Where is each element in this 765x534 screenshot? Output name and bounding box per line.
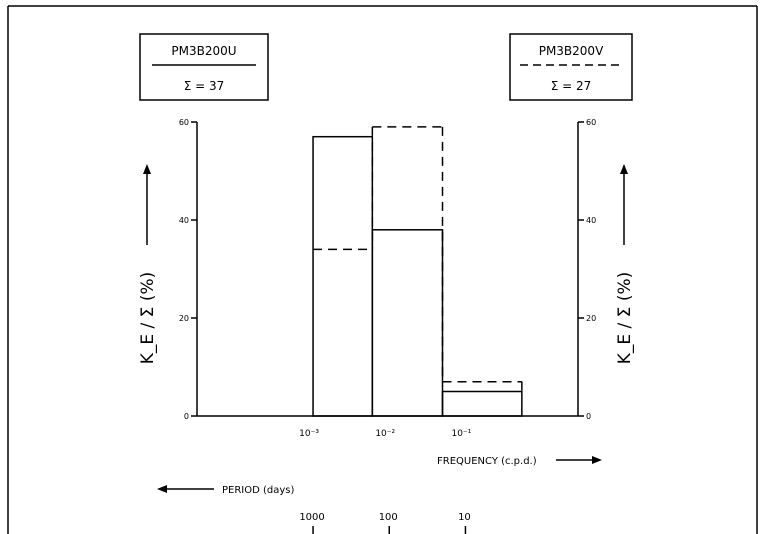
legend-dashed-box: PM3B200V Σ = 27 [509, 33, 633, 101]
period-tick-label: 10 [458, 512, 471, 523]
y-tick-right-label: 40 [586, 216, 596, 225]
y-axis-label-left: K_E / Σ (%) [138, 272, 158, 365]
y-ticks-left: 0 20 40 60 [179, 118, 197, 421]
y-tick-left-label: 40 [179, 216, 189, 225]
series-dashed-histogram [313, 126, 523, 392]
legend-solid-sum: Σ = 37 [184, 79, 225, 93]
period-ticks: 1000 100 10 [299, 512, 471, 534]
x-tick-label: 10⁻¹ [452, 429, 472, 439]
x-label-group: FREQUENCY (c.p.d.) [437, 456, 602, 467]
y-ticks-right: 0 20 40 60 [578, 118, 596, 421]
period-tick-label: 100 [379, 512, 398, 523]
legend-dashed-sum: Σ = 27 [551, 79, 592, 93]
x-ticks: 10⁻³ 10⁻² 10⁻¹ [299, 429, 472, 439]
y-arrowhead-right-icon [620, 164, 628, 174]
y-tick-left-label: 20 [179, 314, 189, 323]
histogram-bar [371, 229, 444, 417]
x-arrowhead-icon [592, 456, 602, 464]
legend-dashed-name: PM3B200V [539, 44, 604, 58]
period-label: PERIOD (days) [222, 485, 295, 496]
legend-solid-box: PM3B200U Σ = 37 [139, 33, 269, 101]
x-axis-label: FREQUENCY (c.p.d.) [437, 456, 537, 467]
y-label-left-group: K_E / Σ (%) [138, 164, 158, 364]
y-tick-right-label: 60 [586, 118, 596, 127]
y-label-right-group: K_E / Σ (%) [615, 164, 635, 364]
series-solid-histogram [312, 135, 523, 417]
y-tick-left-label: 60 [179, 118, 189, 127]
histogram-bar [312, 135, 374, 417]
period-label-group: PERIOD (days) [157, 485, 295, 496]
x-tick-label: 10⁻² [375, 429, 395, 439]
y-tick-right-label: 0 [586, 412, 591, 421]
period-arrowhead-icon [157, 485, 167, 493]
period-tick-label: 1000 [299, 512, 324, 523]
y-tick-right-label: 20 [586, 314, 596, 323]
histogram-bar [441, 390, 523, 417]
y-arrowhead-left-icon [143, 164, 151, 174]
y-tick-left-label: 0 [184, 412, 189, 421]
y-axis-label-right: K_E / Σ (%) [615, 272, 635, 365]
x-tick-label: 10⁻³ [299, 429, 319, 439]
legend-solid-name: PM3B200U [171, 44, 236, 58]
